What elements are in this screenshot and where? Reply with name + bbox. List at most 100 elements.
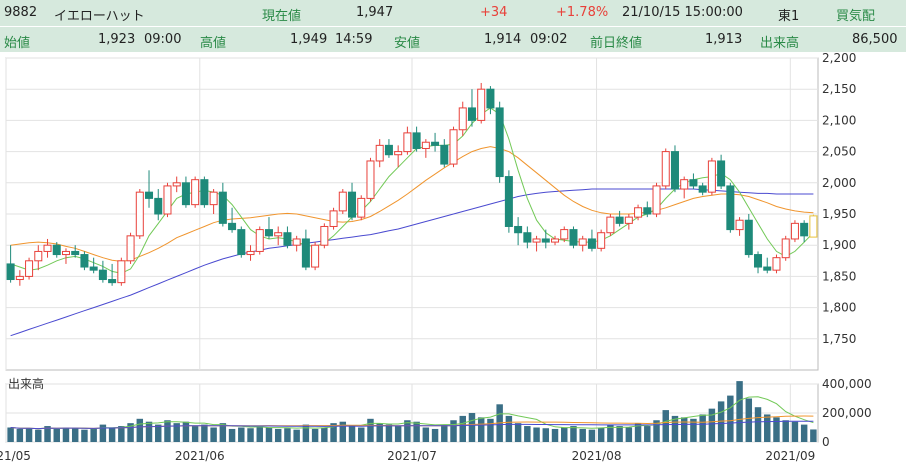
volume-bar (339, 421, 347, 442)
volume-bar (127, 423, 134, 442)
price-tick-label: 2,100 (822, 113, 856, 127)
quote-details: 始値 1,923 09:00 高値 1,949 14:59 安値 1,914 0… (0, 27, 906, 52)
price-tick-label: 1,850 (822, 269, 856, 283)
candle-body (292, 238, 301, 246)
volume-bar (35, 429, 42, 442)
current-price: 1,947 (356, 5, 394, 20)
volume-bar (219, 423, 227, 442)
candle-body (597, 232, 606, 249)
candle-body (200, 179, 209, 206)
volume-bar (90, 428, 97, 442)
candlesticks (6, 82, 818, 286)
candle-body (735, 219, 744, 231)
volume-bar (164, 420, 171, 442)
candle-body (551, 238, 560, 243)
volume-bar (745, 398, 753, 442)
candle-body (652, 185, 661, 215)
volume-bar (579, 428, 586, 442)
candle-body (440, 144, 449, 165)
candle-body (34, 250, 43, 262)
volume-bar (561, 427, 568, 442)
stock-code: 9882 (4, 5, 38, 20)
candle-body (431, 141, 440, 146)
volume-bar (487, 418, 494, 442)
candle-body (191, 179, 200, 206)
volume-bar (311, 428, 319, 442)
volume-bar (173, 423, 180, 442)
volume-bar (53, 428, 60, 442)
ma-long-line (10, 188, 814, 337)
volume-bar (644, 426, 651, 442)
candle-body (25, 260, 34, 277)
volume-bar (699, 414, 706, 442)
volume-panel-label: 出来高 (8, 376, 44, 391)
candle-body (578, 238, 587, 246)
candle-body (117, 260, 126, 284)
candle-body (228, 222, 237, 231)
volume-bar (376, 423, 383, 442)
volume-bar (717, 401, 725, 442)
volume-bar (690, 418, 697, 442)
candle-body (274, 232, 283, 237)
candle-body (126, 235, 135, 262)
candle-body (154, 197, 163, 215)
volume-bar (394, 426, 402, 442)
volume-bar (754, 407, 762, 442)
candle-body (744, 219, 753, 256)
volume-bar (25, 428, 33, 442)
candle-body (181, 182, 190, 206)
candle-body (329, 210, 338, 227)
candle-body (587, 238, 596, 249)
price-tick-label: 1,900 (822, 238, 856, 252)
candle-body (717, 160, 726, 187)
volume-tick-label: 200,000 (822, 406, 872, 420)
candle-body (264, 229, 273, 237)
candle-body (80, 254, 89, 268)
price-tick-label: 2,000 (822, 176, 856, 190)
candle-body (301, 238, 310, 268)
price-tick-label: 2,200 (822, 52, 856, 65)
volume-bar (182, 421, 190, 442)
volume-bar (459, 415, 466, 442)
low-label: 安値 (394, 36, 421, 51)
volume-bar (274, 428, 282, 442)
candle-body (541, 238, 550, 243)
candle-body (809, 215, 818, 238)
volume-bar (441, 424, 448, 442)
volume-bar (570, 426, 577, 442)
high-label: 高値 (200, 36, 227, 51)
exchange-label: 東1 (778, 9, 800, 24)
candle-body (615, 216, 624, 224)
volume-bar (791, 421, 799, 442)
candle-body (384, 144, 393, 156)
volume-bar (477, 417, 485, 442)
candle-body (523, 232, 532, 243)
candle-body (255, 229, 264, 252)
x-tick-label: 2021/05 (0, 449, 31, 463)
candle-body (163, 185, 172, 215)
open-value: 1,923 (98, 32, 136, 47)
candle-body (421, 141, 430, 149)
candle-body (477, 88, 486, 121)
volume-bar (727, 395, 734, 442)
volume-bar (588, 429, 596, 442)
candle-body (338, 191, 347, 212)
volume-bar (764, 414, 771, 442)
volume-bar (542, 428, 550, 442)
candle-body (348, 191, 357, 218)
volume-bar (450, 420, 457, 442)
volume-bar (431, 428, 439, 442)
volume-tick-label: 0 (822, 435, 830, 449)
candle-body (283, 232, 292, 246)
candle-body (781, 238, 790, 259)
candle-body (412, 132, 421, 149)
candle-body (52, 244, 61, 256)
volume-ma-long-line (10, 420, 814, 430)
order-book-link[interactable]: 買気配 (836, 9, 876, 24)
volume-bar (44, 426, 51, 442)
volume-bar (404, 420, 411, 442)
volume-value: 86,500 (852, 32, 898, 47)
chart-axes: 2,200 2,150 2,100 2,050 2,000 1,950 1,900 1,850… (0, 52, 872, 463)
volume-bar (653, 420, 660, 442)
volume-bar (358, 427, 365, 442)
